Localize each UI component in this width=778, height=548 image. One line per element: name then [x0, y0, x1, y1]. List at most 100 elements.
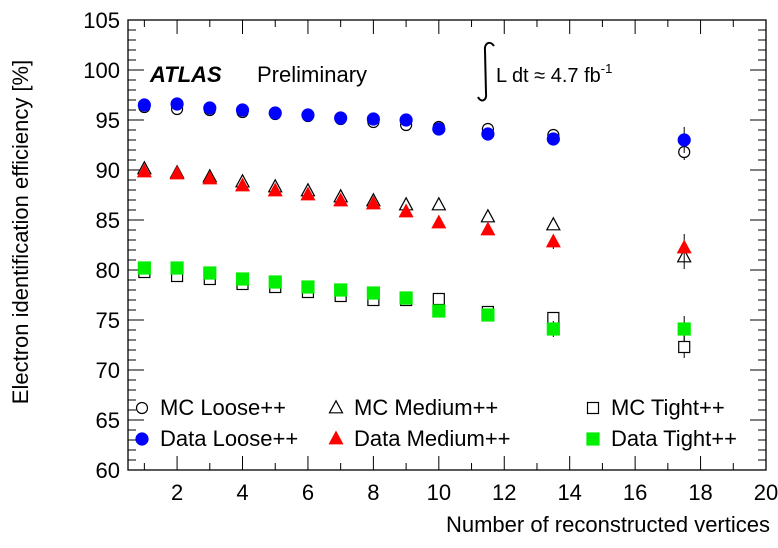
axes: 2 4 6 8 10 12 14 16 18 20 60 65 70 75 80 85 90 95 100 105	[83, 8, 778, 505]
legend-entry: MC Tight++	[586, 395, 725, 420]
data-point	[399, 113, 413, 127]
data-point	[267, 182, 283, 197]
y-tick-label: 80	[96, 258, 120, 283]
y-tick-label: 65	[96, 408, 120, 433]
y-tick-label: 90	[96, 158, 120, 183]
x-tick-label: 4	[236, 480, 248, 505]
legend-marker	[135, 401, 149, 415]
legend-label: Data Medium++	[354, 426, 511, 451]
x-axis-label: Number of reconstructed vertices	[446, 512, 770, 537]
x-tick-label: 6	[302, 480, 314, 505]
atlas-label: ATLAS	[149, 62, 222, 87]
data-point	[432, 304, 446, 318]
y-tick-label: 60	[96, 458, 120, 483]
data-point	[545, 233, 561, 248]
luminosity-text: L dt ≈ 4.7 fb-1	[496, 61, 612, 87]
luminosity-prefix: L dt ≈ 4.7 fb	[496, 65, 601, 87]
data-point	[235, 103, 250, 117]
integral-sign-icon	[477, 41, 495, 102]
x-tick-label: 8	[367, 480, 379, 505]
data-point	[170, 261, 184, 275]
legend: MC Loose++ MC Medium++ MC Tight++ Data Loos…	[135, 395, 737, 451]
data-point	[300, 186, 316, 201]
data-point	[334, 111, 348, 125]
data-point	[432, 122, 446, 136]
data-point	[170, 97, 184, 111]
data-point	[677, 322, 691, 336]
data-point	[398, 203, 414, 218]
data-point	[481, 308, 495, 322]
y-tick-label: 75	[96, 308, 120, 333]
x-tick-label: 16	[623, 480, 647, 505]
data-point	[268, 106, 282, 120]
series-data-tightplusplus	[137, 261, 691, 342]
data-point	[481, 127, 495, 141]
series-data-mediumplusplus	[136, 163, 692, 262]
data-point	[137, 98, 151, 112]
preliminary-label: Preliminary	[257, 62, 367, 87]
data-point	[399, 291, 413, 305]
x-tick-label: 10	[427, 480, 451, 505]
y-tick-label: 70	[96, 358, 120, 383]
legend-entry: Data Loose++	[135, 426, 298, 451]
legend-label: Data Loose++	[160, 426, 298, 451]
data-point	[366, 112, 380, 126]
data-point	[678, 340, 691, 354]
legend-label: MC Medium++	[354, 395, 498, 420]
legend-marker	[328, 399, 344, 414]
data-point	[169, 165, 185, 180]
data-point	[432, 292, 445, 306]
data-point	[235, 272, 250, 286]
x-tick-label: 18	[688, 480, 712, 505]
y-tick-label: 85	[96, 208, 120, 233]
data-point	[235, 177, 251, 192]
legend-marker	[328, 430, 344, 445]
data-point	[546, 132, 560, 146]
legend-label: Data Tight++	[611, 426, 737, 451]
data-point	[301, 280, 315, 294]
data-point	[365, 195, 381, 210]
data-point	[676, 239, 692, 254]
y-tick-label: 100	[83, 58, 120, 83]
data-point	[333, 192, 349, 207]
legend-entry: MC Loose++	[135, 395, 286, 420]
data-point	[431, 214, 447, 229]
data-point	[431, 196, 447, 211]
data-point	[480, 221, 496, 236]
legend-label: MC Loose++	[160, 395, 286, 420]
data-point	[203, 266, 217, 280]
legend-entry: MC Medium++	[328, 395, 498, 420]
x-tick-label: 2	[171, 480, 183, 505]
legend-marker	[135, 432, 149, 446]
x-tick-label: 12	[492, 480, 516, 505]
legend-entry: Data Medium++	[328, 426, 511, 451]
series-mc-looseplusplus	[138, 100, 691, 160]
legend-marker	[586, 432, 600, 446]
x-tick-label: 14	[557, 480, 581, 505]
y-axis-label: Electron identification efficiency [%]	[8, 60, 33, 404]
luminosity-exponent: -1	[601, 61, 613, 76]
y-tick-label: 105	[83, 8, 120, 33]
data-point	[546, 322, 560, 336]
series-mc-mediumplusplus	[136, 160, 692, 269]
data-point	[202, 170, 218, 185]
data-point	[136, 163, 152, 178]
data-point	[480, 208, 496, 223]
series-mc-tightplusplus	[138, 265, 691, 358]
series-data-looseplusplus	[137, 97, 691, 153]
data-point	[677, 133, 691, 147]
data-point	[545, 216, 561, 231]
data-point	[301, 108, 315, 122]
data-point	[334, 283, 348, 297]
x-tick-label: 20	[754, 480, 778, 505]
data-point	[366, 286, 380, 300]
legend-marker	[586, 401, 600, 415]
legend-label: MC Tight++	[611, 395, 725, 420]
data-marks	[136, 97, 692, 358]
data-point	[203, 101, 217, 115]
legend-entry: Data Tight++	[586, 426, 737, 451]
data-point	[268, 275, 282, 289]
plot-frame	[127, 19, 767, 471]
data-point	[137, 261, 151, 275]
